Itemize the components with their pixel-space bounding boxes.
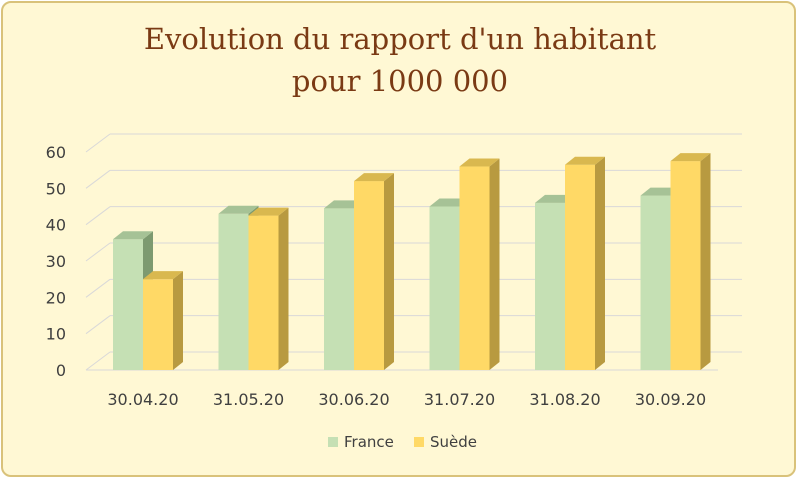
y-tick-label: 50	[46, 179, 66, 198]
bar-side	[595, 156, 605, 370]
bar-top	[565, 156, 605, 165]
bar-side	[173, 271, 183, 370]
bar-sude	[459, 166, 490, 370]
bar-top	[113, 231, 153, 240]
bar-top	[218, 205, 259, 214]
bar-france	[218, 213, 249, 370]
bar-sude	[248, 215, 279, 370]
gridline-depth	[85, 351, 111, 371]
y-tick-label: 60	[46, 143, 66, 162]
gridline-depth	[85, 169, 111, 189]
bar-sude	[143, 279, 173, 370]
legend-label: France	[344, 433, 394, 451]
y-tick-label: 20	[46, 288, 66, 307]
x-tick-label: 31.07.20	[424, 390, 495, 409]
x-tick-label: 31.08.20	[529, 390, 600, 409]
y-tick-label: 10	[46, 325, 66, 344]
bar-france	[113, 239, 143, 370]
bar-sude	[565, 164, 595, 370]
bar-side	[489, 158, 500, 370]
legend-label: Suède	[430, 433, 477, 451]
bar-france	[640, 195, 671, 370]
bar-side	[384, 173, 394, 370]
gridline-depth	[85, 278, 111, 298]
chart-title-line-1: Evolution du rapport d'un habitant	[143, 22, 657, 56]
gridline-depth	[85, 206, 111, 226]
x-tick-label: 30.06.20	[318, 390, 389, 409]
bar-side	[700, 153, 711, 370]
x-tick-label: 31.05.20	[213, 390, 284, 409]
bar-top	[354, 173, 394, 182]
x-tick-label: 30.04.20	[107, 390, 178, 409]
chart-title-line-2: pour 1000 000	[291, 64, 509, 98]
legend-swatch	[328, 437, 338, 447]
bar-sude	[670, 161, 701, 370]
legend-swatch	[414, 437, 424, 447]
y-tick-label: 30	[46, 252, 66, 271]
bar-top	[143, 271, 183, 280]
bar-france	[535, 202, 565, 370]
bar-side	[278, 207, 289, 370]
bar-top	[459, 158, 500, 167]
y-tick-label: 0	[56, 361, 66, 380]
bar-top	[670, 153, 711, 162]
gridline-depth	[85, 242, 111, 262]
bar-top	[248, 207, 289, 216]
x-tick-label: 30.09.20	[635, 390, 706, 409]
chart-title: Evolution du rapport d'un habitant pour …	[0, 18, 800, 102]
bar-sude	[354, 181, 384, 370]
gridline-depth	[85, 133, 111, 153]
y-tick-label: 40	[46, 216, 66, 235]
gridline-depth	[85, 315, 111, 335]
bar-france	[429, 206, 460, 370]
bar-france	[324, 208, 354, 370]
